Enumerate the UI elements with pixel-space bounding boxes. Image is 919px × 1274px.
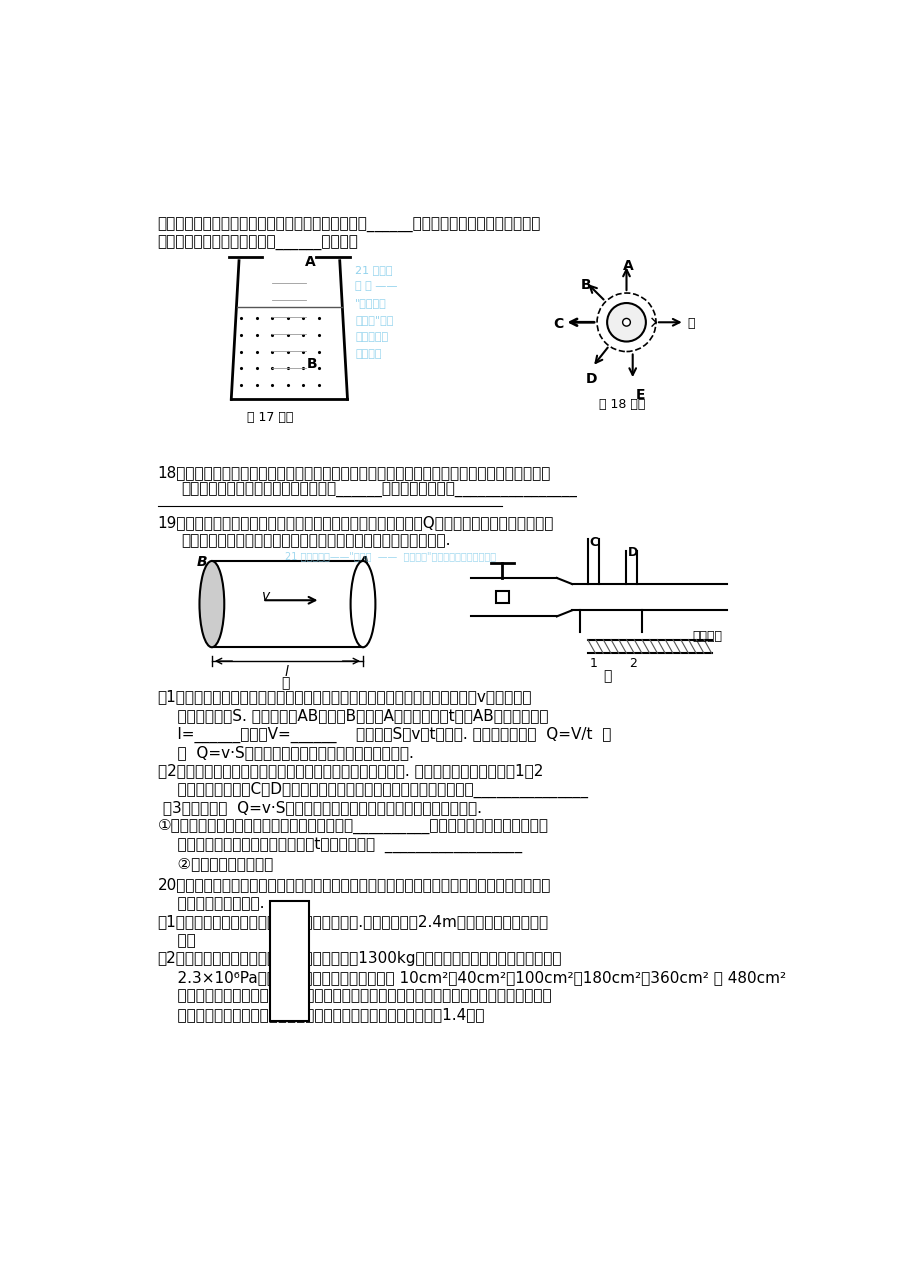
Text: （1）液压机的柱塞通过滑轮和钢索带动轿厢上升.为使轿厢上升2.4m，液压机柱塞要上升多: （1）液压机的柱塞通过滑轮和钢索带动轿厢上升.为使轿厢上升2.4m，液压机柱塞要…: [157, 915, 548, 930]
Text: B: B: [196, 554, 207, 568]
Text: l=______，体积V=______    （要求用S、v、t表示）. 根据流量的定义  Q=V/t  可: l=______，体积V=______ （要求用S、v、t表示）. 根据流量的定…: [157, 726, 610, 743]
Text: 实验证"：科: 实验证"：科: [355, 316, 393, 325]
Text: （2）某种液压电梯的轿厢及满载乘客的总质量是1300kg，油泵产生的高压油，其最大油压是: （2）某种液压电梯的轿厢及满载乘客的总质量是1300kg，油泵产生的高压油，其最…: [157, 952, 562, 967]
Text: A: A: [358, 554, 369, 568]
Text: A: A: [622, 259, 632, 273]
Polygon shape: [269, 901, 309, 1020]
Text: l: l: [284, 665, 289, 679]
Text: B: B: [580, 279, 591, 293]
Text: D: D: [628, 545, 638, 558]
FancyBboxPatch shape: [495, 591, 508, 604]
Text: 21 世纪教: 21 世纪教: [355, 265, 392, 274]
Text: 20、液压电梯（如图所示）是一项新技术，它可以使十层以下的旧楼加设电梯而无需在楼顶增建: 20、液压电梯（如图所示）是一项新技术，它可以使十层以下的旧楼加设电梯而无需在楼…: [157, 878, 550, 893]
Text: 得  Q=v·S，它表示流量等于流速与横截面积的乘积.: 得 Q=v·S，它表示流量等于流速与横截面积的乘积.: [157, 745, 413, 761]
Text: 两处的流速，画出C、D玻璃管中的水面大致高度，两液面的作图依据是_______________: 两处的流速，画出C、D玻璃管中的水面大致高度，两液面的作图依据是________…: [157, 782, 587, 799]
Text: 1: 1: [589, 657, 597, 670]
Text: S: S: [361, 598, 369, 612]
Text: "走进真高: "走进真高: [355, 298, 387, 308]
Text: （2）打开水龙头，自来水通过导管流过如图乙所示的玻璃管. 待水流稳定后，比较图中1、2: （2）打开水龙头，自来水通过导管流过如图乙所示的玻璃管. 待水流稳定后，比较图中…: [157, 763, 542, 778]
Text: 2: 2: [629, 657, 636, 670]
Text: ①实验步骤与所测物理量：测出水龙头出水口的__________；打开水龙头，用容器接水并: ①实验步骤与所测物理量：测出水龙头出水口的__________；打开水龙头，用容…: [157, 819, 548, 834]
Text: 2.3×10⁶Pa，厂家提供的油压机柱塞截面积有 10cm²、40cm²、100cm²、180cm²、360cm² 和 480cm²: 2.3×10⁶Pa，厂家提供的油压机柱塞截面积有 10cm²、40cm²、100…: [157, 970, 785, 985]
Ellipse shape: [199, 561, 224, 647]
Text: 甲: 甲: [280, 676, 289, 691]
Text: E: E: [635, 387, 644, 401]
Text: 21 世纪教育网——"走进真  ——  高实验证"：科学竞赛资料防伪标志: 21 世纪教育网——"走进真 —— 高实验证"：科学竞赛资料防伪标志: [285, 550, 496, 561]
Text: （3）利用流量  Q=v·S，请你设计一个测量水龙头出水速度的实验方案.: （3）利用流量 Q=v·S，请你设计一个测量水龙头出水速度的实验方案.: [157, 800, 482, 815]
Text: C: C: [552, 317, 562, 331]
Text: 六种，请你通过计算说明哪一种合适？（由于各种摩擦、柱塞本身受到重力作用及轿厢加速上: 六种，请你通过计算说明哪一种合适？（由于各种摩擦、柱塞本身受到重力作用及轿厢加速…: [157, 989, 550, 1004]
Text: 广泛的应用，如每到汛期，监测长江的流量是抗洪防汛的重要工作.: 广泛的应用，如每到汛期，监测长江的流量是抗洪防汛的重要工作.: [181, 534, 450, 548]
Text: （1）如图甲所示，水流在粗细均匀的水平管道内向右匀速流动，设水流速度为v，管内通道: （1）如图甲所示，水流在粗细均匀的水平管道内向右匀速流动，设水流速度为v，管内通…: [157, 689, 531, 705]
Text: A: A: [304, 255, 315, 269]
Text: 升时需要较大的牵引力等，厂家要求将柱塞横截面扩大到计算值的1.4倍）: 升时需要较大的牵引力等，厂家要求将柱塞横截面扩大到计算值的1.4倍）: [157, 1006, 483, 1022]
Text: 高？: 高？: [157, 933, 195, 948]
Text: 木块刚好全部压入水中，则铁块的重力为木块重力的______，这时容器底部所受的压强跟木: 木块刚好全部压入水中，则铁块的重力为木块重力的______，这时容器底部所受的压…: [157, 218, 540, 233]
Text: B: B: [306, 357, 317, 371]
Text: 19、流量表示单位时间内通过某一横截面的流体的体积，用字母Q表示。流量在生产和生活中有: 19、流量表示单位时间内通过某一横截面的流体的体积，用字母Q表示。流量在生产和生…: [157, 515, 553, 530]
Ellipse shape: [350, 561, 375, 647]
Text: 导入水池: 导入水池: [692, 631, 721, 643]
Text: 第 18 题图: 第 18 题图: [598, 397, 645, 410]
Text: 乙: 乙: [603, 669, 611, 683]
Text: 防伪标志: 防伪标志: [355, 349, 381, 359]
Circle shape: [622, 318, 630, 326]
Text: 俯视: 俯视: [617, 318, 629, 329]
Text: 育 网 ——: 育 网 ——: [355, 282, 397, 292]
Text: 的横截面积为S. 取一段管道AB，水从B端流到A端所用时间为t，则AB间水柱的长度: 的横截面积为S. 取一段管道AB，水从B端流到A端所用时间为t，则AB间水柱的长…: [157, 708, 548, 724]
Text: ②出水速度的表达式：: ②出水速度的表达式：: [157, 856, 273, 871]
Text: 学竞赛资料: 学竞赛资料: [355, 333, 388, 343]
Circle shape: [607, 303, 645, 341]
Text: D: D: [585, 372, 597, 386]
Text: 风: 风: [686, 317, 694, 330]
Text: 悬挂轿厢箱用的机房.: 悬挂轿厢箱用的机房.: [157, 896, 264, 911]
Text: v: v: [262, 589, 270, 603]
Text: 向它吹风，旋转着的饮料瓶应当向图中______方向移动，理由是________________: 向它吹风，旋转着的饮料瓶应当向图中______方向移动，理由是_________…: [181, 483, 576, 498]
Text: 块未放入水中时相比，增加了______帕斯卡。: 块未放入水中时相比，增加了______帕斯卡。: [157, 236, 358, 251]
Text: 同时开始计时，测出经过一段时间t后容器内水的  __________________: 同时开始计时，测出经过一段时间t后容器内水的 _________________…: [157, 837, 521, 854]
Text: 18、用细线吊起一个空的塑料饮料瓶，用手转动饮料瓶，使它绕对称轴线旋转。如果这时用电扇: 18、用细线吊起一个空的塑料饮料瓶，用手转动饮料瓶，使它绕对称轴线旋转。如果这时…: [157, 465, 550, 480]
Text: 第 17 题图: 第 17 题图: [246, 410, 293, 424]
Text: C: C: [589, 535, 597, 549]
